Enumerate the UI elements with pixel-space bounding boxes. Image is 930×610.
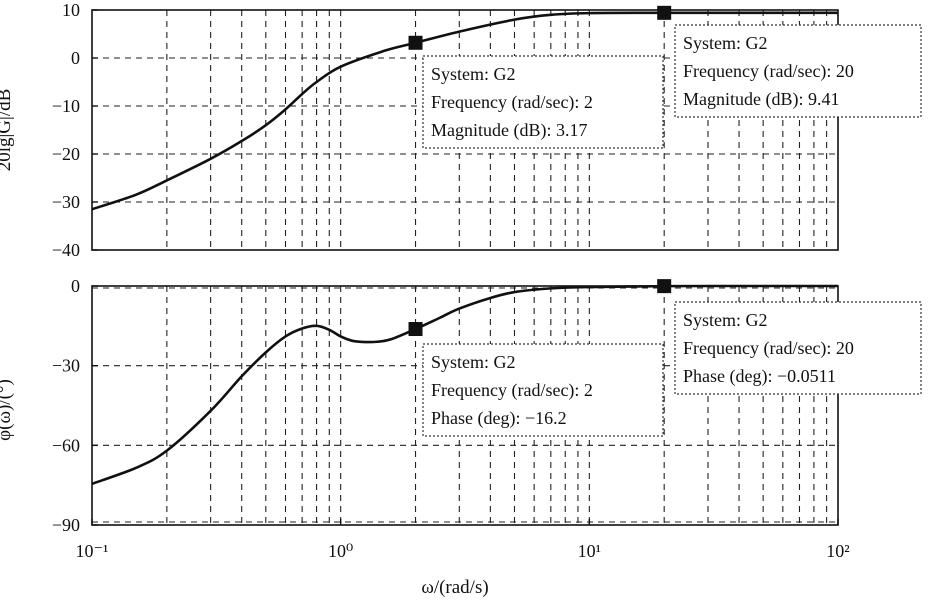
tip-layer: System: G2 Frequency (rad/sec): 2 Magnitud…: [422, 24, 922, 437]
datatip-line: Magnitude (dB): 3.17: [431, 120, 587, 141]
datatip-line: Frequency (rad/sec): 2: [431, 380, 593, 401]
datatip-marker: [408, 322, 423, 337]
y-tick-label: 0: [71, 276, 80, 296]
datatip-line: System: G2: [683, 310, 768, 330]
x-tick-label: 10¹: [578, 541, 601, 561]
datatip-box: [674, 301, 922, 395]
datatip-box: [422, 343, 664, 437]
datatip-marker: [657, 5, 672, 20]
x-tick-label: 10²: [826, 541, 849, 561]
datatip-line: Magnitude (dB): 9.41: [683, 89, 839, 110]
y-tick-label: −30: [52, 192, 80, 212]
frame-layer: [91, 9, 839, 526]
phase-curve: [91, 284, 839, 486]
y-tick-label: −90: [52, 515, 80, 535]
datatip-line: System: G2: [431, 352, 516, 372]
datatip-marker: [408, 35, 423, 50]
datatip-line: Frequency (rad/sec): 20: [683, 61, 854, 82]
magnitude-curve: [91, 11, 839, 211]
y-tick-label: −40: [52, 240, 80, 260]
y-tick-label: −20: [52, 144, 80, 164]
y-tick-label: 10: [62, 0, 80, 20]
y-tick-label: −60: [52, 435, 80, 455]
datatip-line: Phase (deg): −16.2: [431, 408, 567, 429]
frequency-xlabel: ω/(rad/s): [421, 577, 488, 598]
datatip-line: Phase (deg): −0.0511: [683, 366, 836, 387]
phase-ylabel: φ(ω)/(°): [0, 379, 15, 441]
tick-layer: 10 0 −10 −20 −30 −40 0 −30 −60 −90 10⁻¹ 10⁰ 10¹ 10²: [52, 0, 850, 561]
datatip-box: [674, 24, 922, 118]
datatip-line: Frequency (rad/sec): 2: [431, 92, 593, 113]
magnitude-ylabel: 20lg|G|/dB: [0, 89, 15, 172]
datatip-box: [422, 55, 664, 149]
plot-frame: [91, 285, 839, 526]
x-tick-label: 10⁻¹: [76, 541, 109, 561]
x-tick-label: 10⁰: [328, 541, 353, 561]
datatip-line: Frequency (rad/sec): 20: [683, 338, 854, 359]
datatip-marker: [657, 279, 672, 294]
datatip-line: System: G2: [431, 64, 516, 84]
plot-frame: [91, 9, 839, 251]
y-tick-label: 0: [71, 48, 80, 68]
datatip-line: System: G2: [683, 33, 768, 53]
y-tick-label: −30: [52, 356, 80, 376]
curve-layer: [91, 11, 839, 486]
y-tick-label: −10: [52, 96, 80, 116]
marker-layer: [408, 5, 672, 337]
grid-layer: [92, 10, 838, 525]
